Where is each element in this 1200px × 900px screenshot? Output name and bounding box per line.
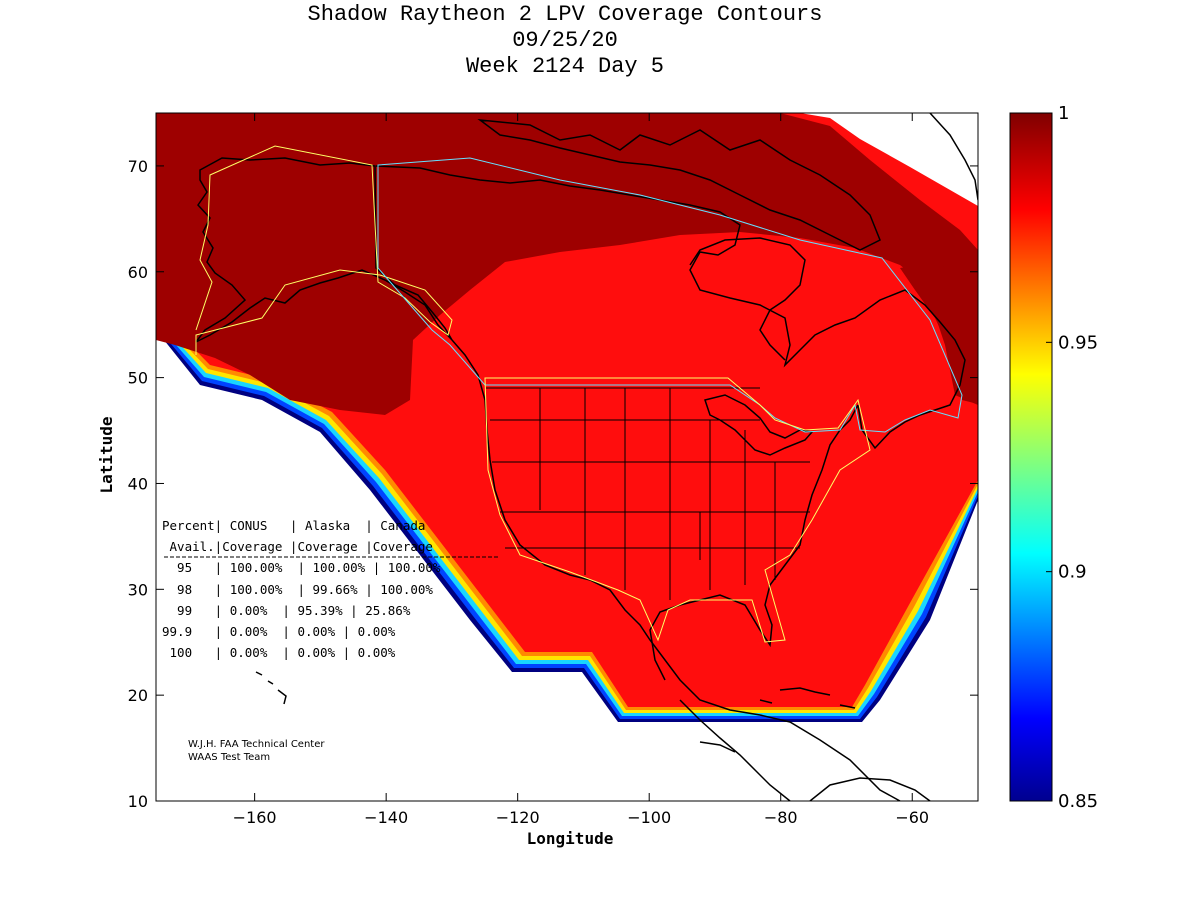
x-ticks: −160 −140 −120 −100 −80 −60 (233, 113, 929, 827)
y-tick-label: 50 (128, 369, 148, 388)
y-axis-label: Latitude (97, 416, 116, 493)
coverage-contours (156, 113, 978, 722)
great-lakes (704, 394, 814, 456)
colorbar (1009, 112, 1053, 802)
table-row: 99.9 | 0.00% | 0.00% | 0.00% (162, 624, 396, 639)
region-outlines (195, 145, 963, 643)
coverage-high-patch (900, 262, 978, 404)
x-tick-label: −160 (233, 808, 277, 827)
colorbar-tick-label: 0.95 (1058, 332, 1098, 353)
colorbar-tick-label: 1 (1058, 103, 1069, 124)
hawaii (255, 671, 287, 705)
east-coast-us (649, 404, 859, 681)
hudson-bay-coast (689, 237, 806, 361)
canada-mainland-coast (375, 165, 966, 450)
table-row: 98 | 100.00% | 99.66% | 100.00% (162, 582, 433, 597)
y-tick-label: 70 (128, 157, 148, 176)
table-header-1: Percent| CONUS | Alaska | Canada (162, 518, 425, 533)
coverage-table: Percent| CONUS | Alaska | Canada Avail.|… (162, 518, 500, 660)
x-tick-label: −60 (895, 808, 929, 827)
y-tick-label: 40 (128, 474, 148, 493)
greenland-coast (929, 113, 978, 201)
x-tick-label: −100 (627, 808, 671, 827)
arctic-islands (477, 118, 881, 251)
title-line-3: Week 2124 Day 5 (465, 54, 665, 79)
y-tick-label: 20 (128, 686, 148, 705)
chart-title: Shadow Raytheon 2 LPV Coverage Contours … (0, 2, 1130, 80)
title-line-2: 09/25/20 (512, 28, 618, 53)
table-row: 99 | 0.00% | 95.39% | 25.86% (162, 603, 411, 618)
title-line-1: Shadow Raytheon 2 LPV Coverage Contours (307, 2, 823, 27)
y-tick-label: 60 (128, 263, 148, 282)
conus-outline (484, 377, 871, 643)
x-tick-label: −120 (496, 808, 540, 827)
x-tick-label: −80 (764, 808, 798, 827)
x-axis-label: Longitude (527, 829, 614, 848)
pacific-coast-us (451, 339, 901, 801)
colorbar-tick-label: 0.9 (1058, 562, 1087, 583)
credit-line-2: WAAS Test Team (188, 752, 270, 763)
central-america (679, 699, 791, 801)
table-row: 95 | 100.00% | 100.00% | 100.00% (162, 560, 441, 575)
south-america (809, 777, 931, 801)
colorbar-tick-label: 0.85 (1058, 791, 1098, 812)
coastlines (195, 113, 978, 801)
alaska-coast (195, 157, 453, 343)
colorbar-ticks: 1 0.95 0.9 0.85 (1046, 103, 1098, 812)
y-ticks: 10 20 30 40 50 60 70 (128, 157, 978, 811)
alaska-outline (195, 145, 453, 355)
state-boundaries (486, 387, 810, 600)
x-tick-label: −140 (364, 808, 408, 827)
table-header-2: Avail.|Coverage |Coverage |Coverage (162, 539, 433, 554)
coverage-high-region (156, 113, 978, 415)
y-tick-label: 30 (128, 580, 148, 599)
credit-line-1: W.J.H. FAA Technical Center (188, 739, 325, 750)
y-tick-label: 10 (128, 792, 148, 811)
plot-frame (155, 112, 979, 802)
table-row: 100 | 0.00% | 0.00% | 0.00% (162, 645, 396, 660)
caribbean-islands (759, 687, 856, 709)
